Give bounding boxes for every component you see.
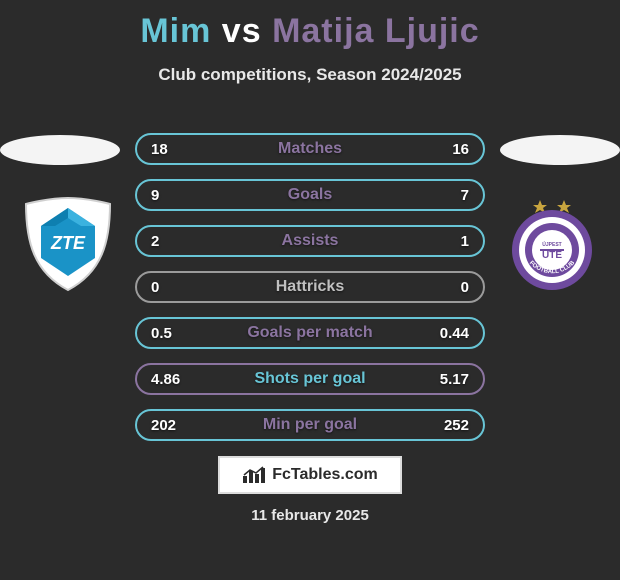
- stat-value-right: 252: [444, 417, 469, 434]
- stat-label: Goals: [137, 186, 483, 204]
- stat-row: 2Assists1: [135, 225, 485, 257]
- stat-label: Assists: [137, 232, 483, 250]
- stat-value-right: 5.17: [440, 371, 469, 388]
- stat-value-left: 0: [151, 279, 159, 296]
- svg-text:UTE: UTE: [542, 250, 562, 261]
- stat-row: 0Hattricks0: [135, 271, 485, 303]
- decor-ellipse-right: [500, 135, 620, 165]
- stat-value-left: 9: [151, 187, 159, 204]
- stat-row: 202Min per goal252: [135, 409, 485, 441]
- shield-icon: ZTE: [18, 194, 118, 294]
- fctables-label: FcTables.com: [272, 466, 378, 484]
- stat-value-right: 1: [461, 233, 469, 250]
- stats-container: 18Matches16 9Goals7 2Assists1 0Hattricks0 0.…: [135, 133, 485, 455]
- stat-value-right: 0.44: [440, 325, 469, 342]
- title-player1: Mim: [140, 12, 211, 50]
- stat-value-left: 4.86: [151, 371, 180, 388]
- stat-label: Min per goal: [137, 416, 483, 434]
- club-logo-left: ZTE: [18, 194, 118, 294]
- title-vs: vs: [222, 12, 262, 50]
- date-label: 11 february 2025: [0, 507, 620, 524]
- stat-label: Hattricks: [137, 278, 483, 296]
- subtitle: Club competitions, Season 2024/2025: [0, 65, 620, 85]
- club-crest-icon: ÚJPEST UTE FOOTBALL CLUB: [502, 194, 602, 294]
- stat-value-left: 202: [151, 417, 176, 434]
- stat-row: 0.5Goals per match0.44: [135, 317, 485, 349]
- stat-value-left: 2: [151, 233, 159, 250]
- stat-value-right: 7: [461, 187, 469, 204]
- stat-value-right: 16: [452, 141, 469, 158]
- stat-row: 4.86Shots per goal5.17: [135, 363, 485, 395]
- stat-label: Goals per match: [137, 324, 483, 342]
- title-player2: Matija Ljujic: [272, 12, 480, 50]
- page-title: Mim vs Matija Ljujic: [0, 12, 620, 51]
- stat-value-right: 0: [461, 279, 469, 296]
- club-logo-right: ÚJPEST UTE FOOTBALL CLUB: [502, 194, 602, 294]
- stat-label: Matches: [137, 140, 483, 158]
- stat-row: 9Goals7: [135, 179, 485, 211]
- stat-label: Shots per goal: [137, 370, 483, 388]
- svg-text:ZTE: ZTE: [50, 233, 86, 253]
- fctables-badge[interactable]: FcTables.com: [218, 456, 402, 494]
- bars-icon: [242, 466, 266, 484]
- stat-row: 18Matches16: [135, 133, 485, 165]
- stat-value-left: 0.5: [151, 325, 172, 342]
- stat-value-left: 18: [151, 141, 168, 158]
- svg-text:ÚJPEST: ÚJPEST: [542, 241, 561, 248]
- decor-ellipse-left: [0, 135, 120, 165]
